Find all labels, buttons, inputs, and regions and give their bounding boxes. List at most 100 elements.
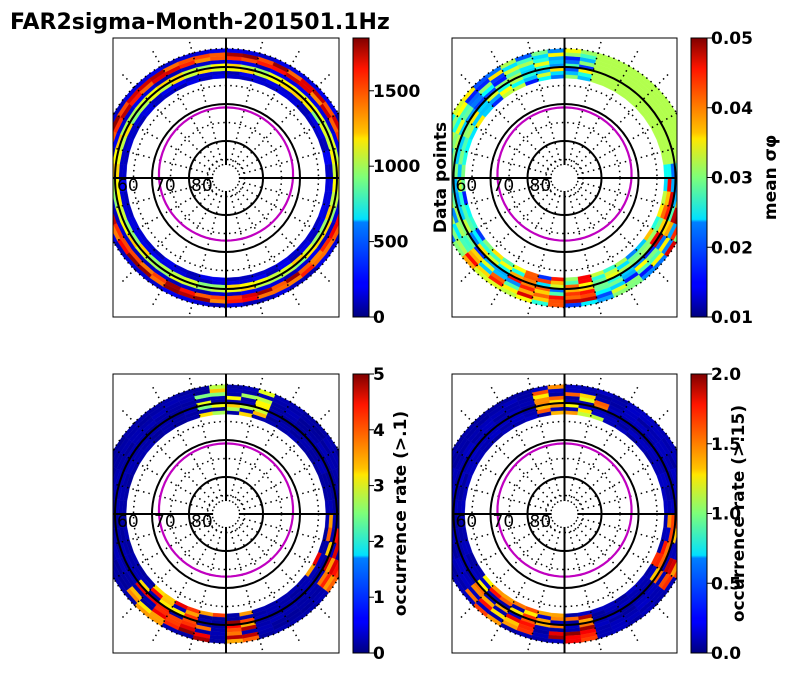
mlt-line-dotted	[113, 447, 220, 511]
heatmap-cell	[98, 530, 105, 547]
panel-bottom-left: 60 70 80 0 1 2 3 4 5 occurrence rate (>.1)	[97, 365, 411, 664]
pole-blank	[213, 501, 239, 527]
mlt-line-dotted	[230, 72, 332, 174]
lat-label: 60	[456, 512, 478, 532]
heatmap-cell	[452, 467, 456, 479]
heatmap-cell	[98, 480, 105, 497]
heatmap-cell	[440, 481, 447, 498]
heatmap-cell	[452, 543, 459, 560]
heatmap-cell	[108, 163, 113, 178]
mlt-line-dotted	[567, 184, 640, 307]
heatmap-cell	[678, 178, 683, 193]
lat-label: 70	[493, 512, 515, 532]
heatmap-cell	[108, 178, 113, 193]
heatmap-cell	[439, 514, 444, 530]
heatmap-cell	[682, 178, 687, 194]
colorbar-tick-label: 0.0	[711, 644, 741, 664]
mlt-line-dotted	[571, 179, 677, 209]
colorbar	[690, 373, 708, 654]
heatmap-cell	[113, 559, 114, 561]
heatmap-cell	[677, 466, 686, 483]
heatmap-cell	[679, 529, 686, 545]
mlt-line-dotted	[151, 385, 223, 508]
mlt-line-dotted	[113, 515, 220, 546]
mlt-line-dotted	[570, 181, 677, 244]
heatmap-cell	[446, 514, 451, 529]
heatmap-cell	[113, 131, 114, 133]
heatmap-cell	[677, 210, 686, 227]
mlt-line-dotted	[459, 518, 560, 620]
heatmap-cell	[343, 178, 348, 194]
heatmap-cell	[105, 482, 112, 498]
heatmap-cell	[113, 568, 118, 579]
mlt-line-dotted	[526, 520, 564, 653]
heatmap-cell	[342, 211, 351, 228]
mlt-line-dotted	[230, 518, 332, 620]
mlt-line-dotted	[187, 374, 225, 508]
mlt-line-dotted	[571, 515, 677, 545]
heatmap-cell	[344, 481, 351, 498]
mlt-line-dotted	[113, 111, 220, 175]
heatmap-cell	[340, 178, 345, 193]
heatmap-cell	[452, 223, 463, 240]
heatmap-cell	[101, 211, 110, 228]
mlt-line-dotted	[187, 184, 225, 317]
colorbar-tick-label: 0.5	[711, 574, 741, 594]
heatmap-cell	[340, 529, 347, 545]
heatmap-cell	[98, 194, 105, 211]
heatmap-cell	[442, 498, 447, 514]
heatmap-cell	[682, 162, 687, 178]
heatmap-cell	[340, 482, 347, 498]
lat-label: 80	[191, 176, 213, 196]
heatmap-cell	[97, 497, 102, 514]
heatmap-cell	[343, 498, 348, 514]
heatmap-cell	[340, 146, 347, 162]
mlt-line-dotted	[113, 146, 220, 177]
heatmap-cell	[673, 113, 677, 123]
heatmap-cell	[435, 514, 440, 531]
heatmap-cell	[452, 207, 459, 224]
mlt-line-dotted	[452, 515, 558, 545]
heatmap-cell	[340, 163, 345, 178]
mlt-line-dotted	[120, 72, 222, 174]
heatmap-cell	[342, 128, 351, 145]
heatmap-cell	[344, 194, 351, 211]
colorbar-label: occurrence rate (>.1)	[391, 411, 411, 616]
panel-frame	[112, 373, 340, 654]
mlt-line-dotted	[187, 38, 225, 172]
colorbar-tick-label: 1.0	[711, 505, 741, 525]
heatmap-cell	[443, 466, 452, 483]
pole-blank	[551, 165, 578, 191]
heatmap-cell	[435, 497, 440, 514]
heatmap-cell	[452, 233, 456, 243]
mlt-line-dotted	[452, 517, 559, 580]
heatmap-cell	[681, 128, 690, 145]
heatmap-cell	[682, 530, 689, 547]
panel-top-right: 60 70 80 0.01 0.02 0.03 0.04 0.05 mean σφ	[451, 29, 781, 328]
panel-frame	[451, 373, 678, 654]
heatmap-cell	[97, 178, 102, 195]
mlt-line-dotted	[452, 448, 559, 511]
heatmap-cell	[347, 498, 352, 514]
mlt-line-dotted	[459, 408, 560, 510]
heatmap-cell	[682, 514, 687, 530]
heatmap-cell	[338, 559, 339, 561]
heatmap-cell	[439, 547, 448, 564]
heatmap-cell	[452, 131, 456, 143]
mlt-line-dotted	[526, 38, 564, 172]
heatmap-cell	[340, 193, 347, 209]
lat-label: 80	[530, 176, 552, 196]
lat-label: 80	[530, 512, 552, 532]
mlt-line-dotted	[113, 179, 220, 210]
mlt-line-dotted	[452, 181, 559, 244]
heatmap-cell	[682, 145, 689, 162]
heatmap-cell	[113, 467, 114, 469]
colorbar-tick-label: 2.0	[711, 365, 741, 385]
heatmap-cell	[104, 162, 109, 178]
heatmap-cell	[101, 530, 108, 547]
heatmap-cell	[113, 560, 121, 578]
heatmap-cell	[113, 207, 121, 224]
mlt-line-dotted	[151, 184, 223, 307]
lat-label: 60	[456, 176, 478, 196]
